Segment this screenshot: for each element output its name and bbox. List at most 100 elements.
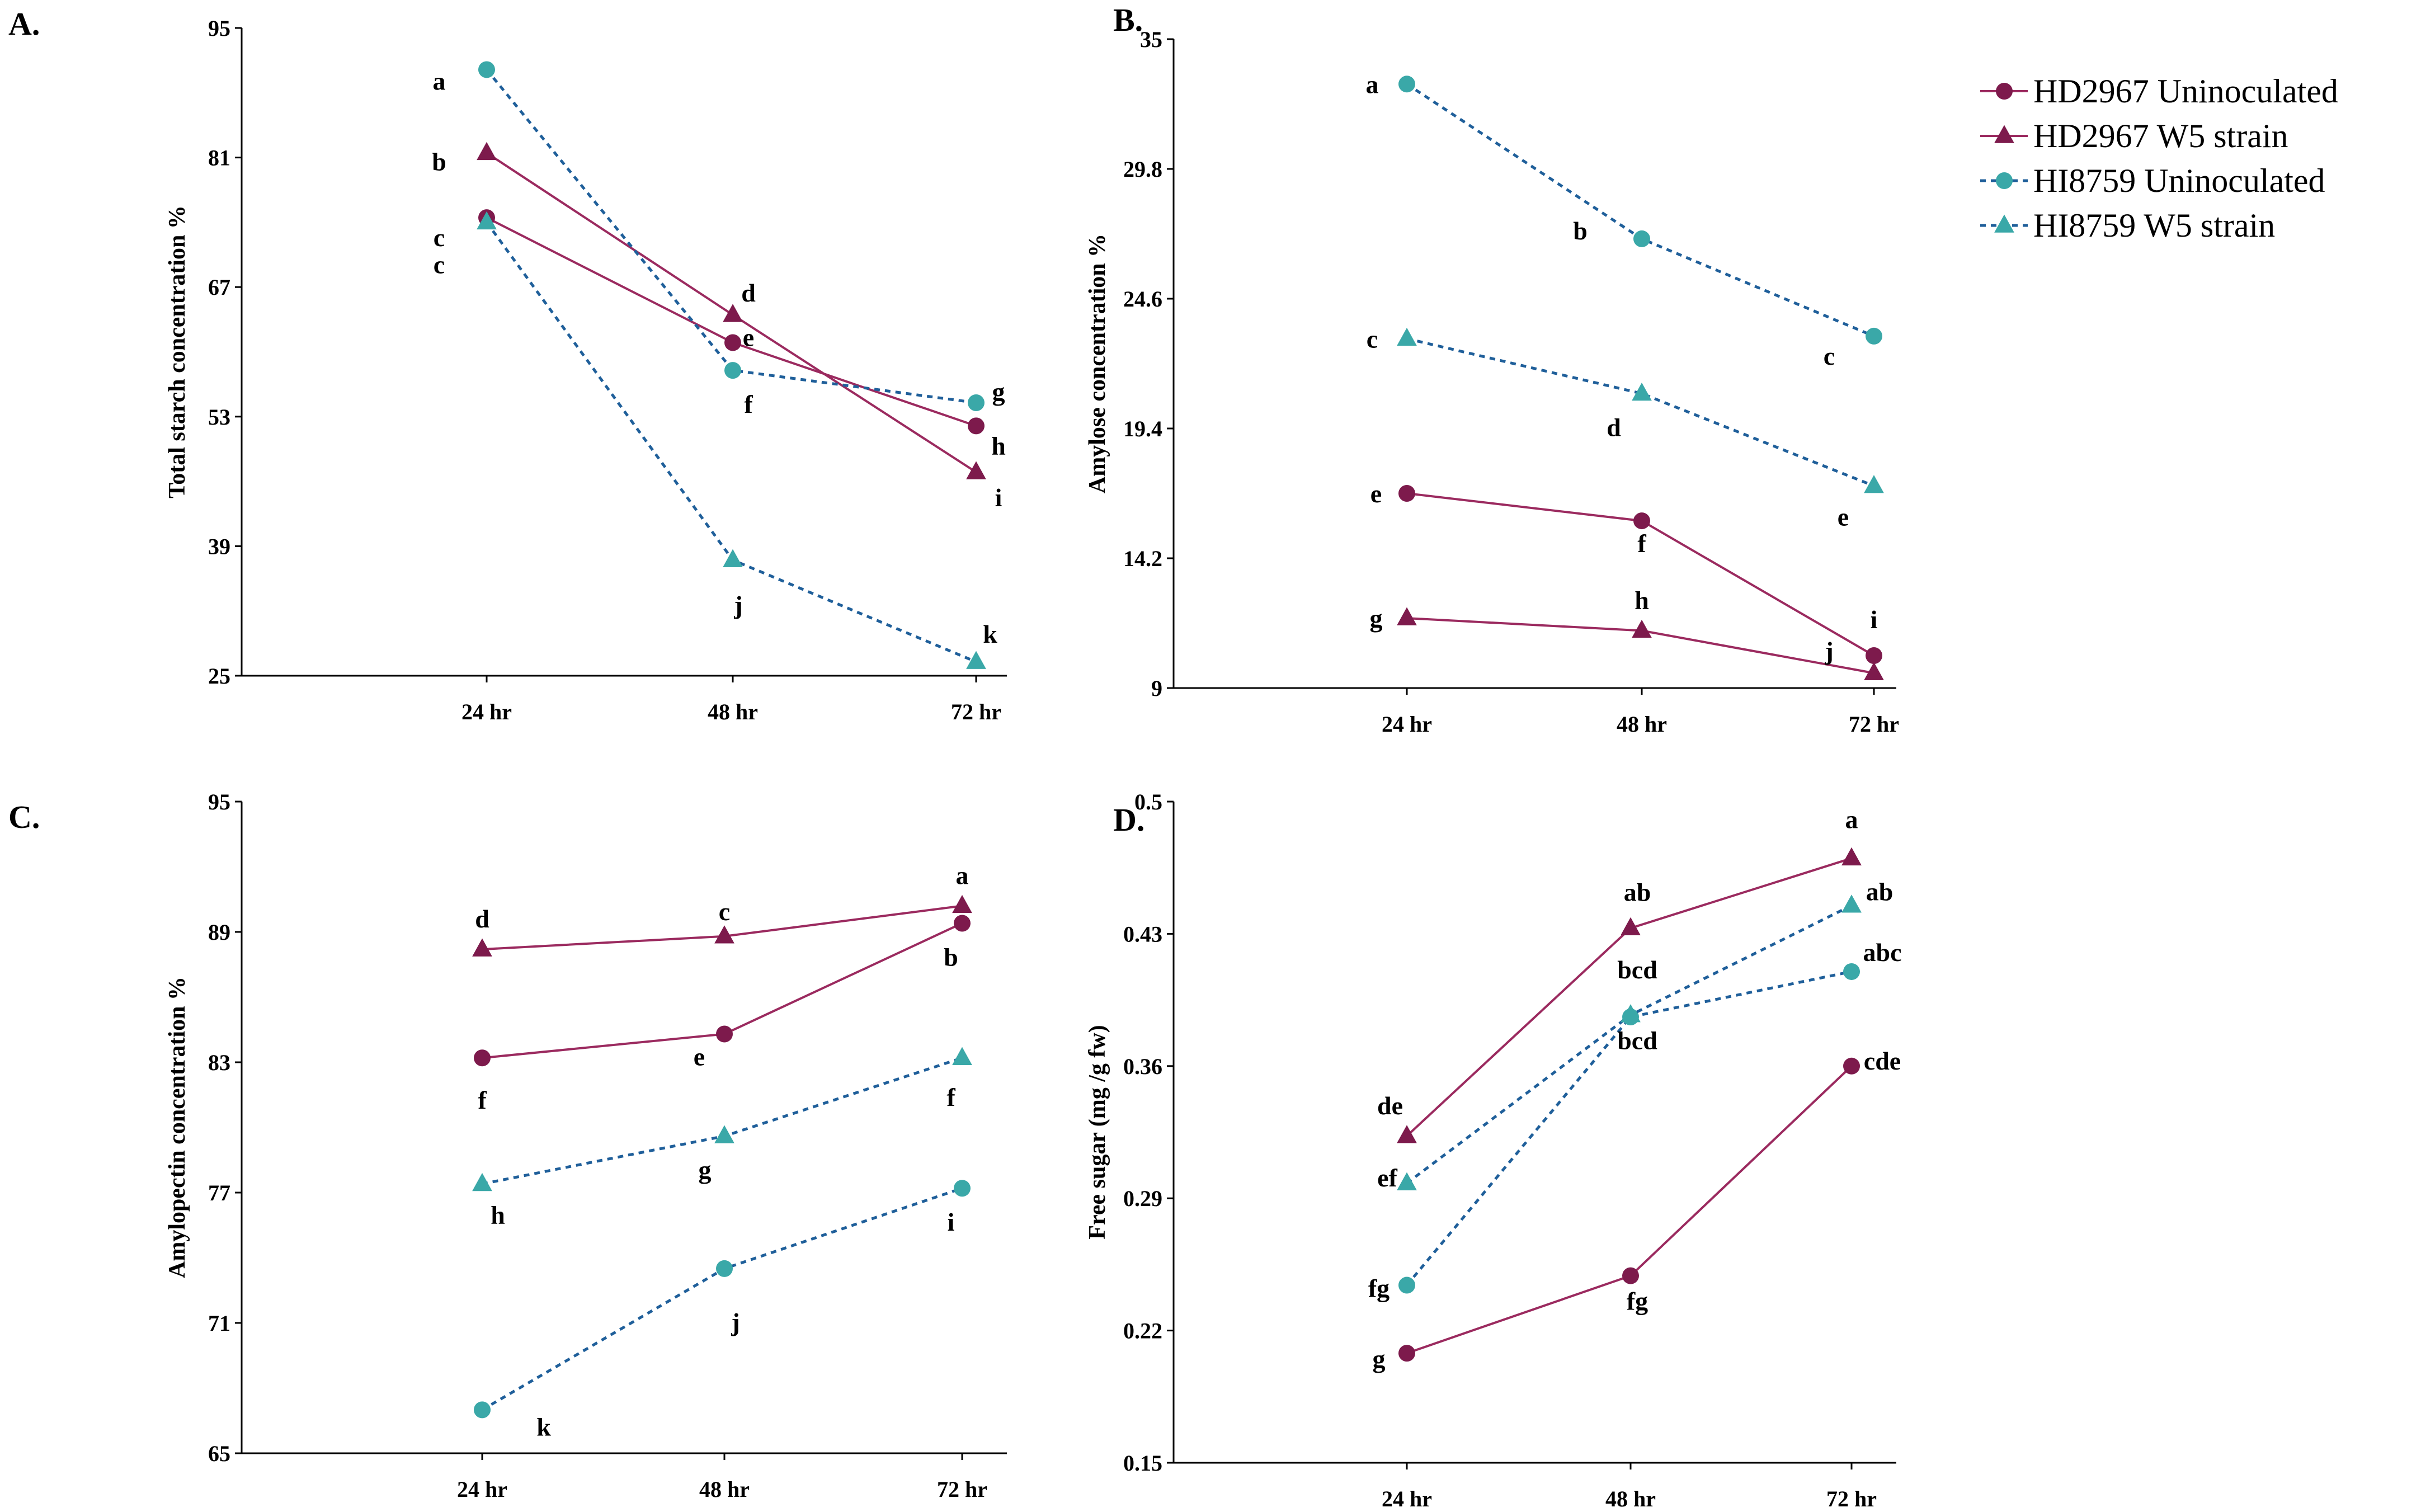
data-point [1622, 1267, 1639, 1284]
significance-label: g [992, 378, 1005, 406]
legend-item-hd_w5: HD2967 W5 strain [1980, 117, 2288, 154]
significance-label: e [1370, 479, 1382, 508]
y-tick-label: 9 [1151, 676, 1162, 701]
x-tick-label: 48 hr [1617, 712, 1667, 737]
series-hi_unin: a f g [433, 61, 1005, 418]
data-point [723, 549, 743, 567]
data-point [474, 1401, 491, 1419]
y-tick-label: 83 [208, 1050, 230, 1075]
panel-label: D. [1113, 802, 1144, 838]
x-tick-label: 24 hr [1382, 1486, 1432, 1511]
legend-marker [1996, 172, 2013, 189]
x-tick-label: 72 hr [951, 699, 1001, 724]
legend-label: HD2967 Uninoculated [2033, 73, 2338, 110]
series-hd_unin: g fg cde [1373, 1047, 1901, 1373]
y-tick-label: 67 [208, 275, 230, 300]
panel-3: D. 0.15 0.22 0.29 0.36 0.43 0.5 24 hr 48 hr 72 hr… [1085, 789, 1902, 1511]
data-point [723, 304, 743, 322]
y-tick-label: 95 [208, 16, 230, 41]
data-point [1633, 230, 1650, 247]
legend: HD2967 Uninoculated HD2967 W5 strain HI875… [1980, 73, 2338, 244]
series-hi_w5: c j k [434, 211, 997, 669]
y-tick-label: 0.22 [1123, 1318, 1162, 1344]
data-point [477, 211, 497, 230]
data-point [474, 1049, 491, 1067]
significance-label: j [731, 1308, 740, 1336]
x-tick-label: 48 hr [708, 699, 758, 724]
series-line [1406, 970, 1852, 1287]
y-tick-label: 0.29 [1123, 1186, 1162, 1211]
significance-label: de [1377, 1091, 1403, 1120]
significance-label: b [944, 943, 958, 971]
significance-label: h [991, 431, 1006, 460]
significance-label: i [948, 1208, 955, 1236]
significance-label: c [434, 250, 445, 279]
y-tick-label: 95 [208, 789, 230, 814]
data-point [1398, 1277, 1415, 1294]
significance-label: g [1370, 604, 1383, 633]
y-tick-label: 0.36 [1123, 1054, 1162, 1079]
data-point [478, 61, 495, 78]
significance-label: b [432, 147, 446, 176]
y-tick-label: 29.8 [1123, 157, 1162, 182]
y-tick-label: 14.2 [1123, 546, 1162, 571]
significance-label: ef [1377, 1164, 1397, 1192]
data-point [1632, 382, 1652, 401]
x-tick-label: 72 hr [937, 1477, 987, 1502]
series-line [482, 1056, 963, 1185]
panel-label: C. [8, 799, 40, 835]
series-hi_w5: ef bcd ab [1377, 878, 1893, 1192]
significance-label: fg [1627, 1287, 1648, 1316]
y-tick-label: 0.43 [1123, 921, 1162, 946]
y-tick-label: 89 [208, 920, 230, 945]
significance-label: k [983, 620, 997, 648]
series-hi_w5: h g f [472, 1047, 972, 1229]
y-axis-title: Amylose concentration % [1085, 234, 1110, 493]
significance-label: cde [1864, 1047, 1901, 1075]
data-point [1866, 647, 1882, 664]
data-point [477, 142, 497, 161]
x-tick-label: 72 hr [1849, 712, 1899, 737]
significance-label: abc [1863, 938, 1902, 967]
x-tick-label: 72 hr [1826, 1486, 1877, 1511]
y-tick-label: 35 [1140, 27, 1162, 52]
data-point [966, 651, 986, 669]
significance-label: e [743, 323, 754, 351]
significance-label: i [1871, 605, 1878, 634]
significance-label: k [536, 1412, 551, 1441]
y-tick-label: 39 [208, 534, 230, 559]
data-point [716, 1260, 733, 1277]
data-point [1397, 327, 1417, 346]
significance-label: d [1607, 413, 1621, 442]
legend-marker [1996, 83, 2013, 100]
series-hd_w5: de ab a [1377, 805, 1862, 1143]
y-axis-title: Total starch concentration % [164, 205, 190, 498]
y-tick-label: 65 [208, 1441, 230, 1466]
significance-label: f [1637, 529, 1646, 558]
data-point [724, 362, 741, 379]
y-tick-label: 81 [208, 145, 230, 171]
significance-label: bcd [1617, 955, 1657, 984]
series-line [1406, 337, 1874, 487]
y-tick-label: 0.15 [1123, 1450, 1162, 1476]
data-point [1864, 475, 1884, 493]
legend-marker [1994, 214, 2014, 233]
series-hd_w5: g h j [1370, 586, 1884, 680]
x-tick-label: 24 hr [1382, 712, 1432, 737]
panels: A. 25 39 53 67 81 95 24 hr 48 hr 72 hr Total starc… [8, 2, 1902, 1511]
significance-label: i [995, 483, 1002, 512]
data-point [1397, 607, 1417, 625]
significance-label: c [1367, 324, 1378, 353]
legend-item-hi_unin: HI8759 Uninoculated [1980, 162, 2325, 199]
y-tick-label: 53 [208, 404, 230, 430]
series-hi_unin: a b c [1366, 70, 1882, 370]
data-point [1398, 485, 1415, 502]
series-line [1406, 83, 1874, 338]
series-line [481, 1186, 963, 1411]
significance-label: j [1824, 637, 1833, 665]
significance-label: e [694, 1043, 705, 1071]
legend-label: HI8759 W5 strain [2033, 207, 2275, 244]
legend-label: HD2967 W5 strain [2033, 117, 2288, 154]
panel-label: B. [1113, 2, 1143, 38]
